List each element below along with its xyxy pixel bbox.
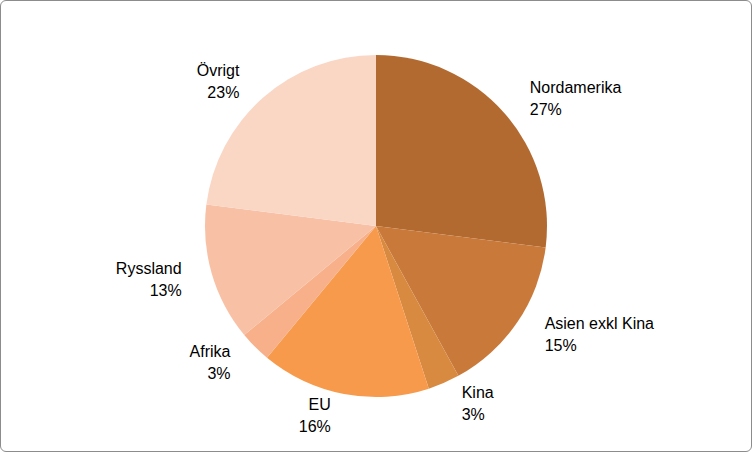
svg-text:27%: 27%	[530, 101, 562, 118]
svg-text:23%: 23%	[207, 84, 239, 101]
svg-text:3%: 3%	[462, 406, 485, 423]
svg-text:Asien exkl Kina: Asien exkl Kina	[545, 315, 654, 332]
svg-text:Afrika: Afrika	[190, 343, 231, 360]
svg-text:Kina: Kina	[462, 384, 494, 401]
svg-text:3%: 3%	[207, 365, 230, 382]
svg-text:EU: EU	[309, 396, 331, 413]
svg-text:Nordamerika: Nordamerika	[530, 79, 622, 96]
svg-text:16%: 16%	[299, 418, 331, 435]
svg-text:Ryssland: Ryssland	[116, 260, 182, 277]
svg-text:13%: 13%	[150, 282, 182, 299]
svg-text:Övrigt: Övrigt	[197, 62, 240, 79]
svg-text:15%: 15%	[545, 337, 577, 354]
